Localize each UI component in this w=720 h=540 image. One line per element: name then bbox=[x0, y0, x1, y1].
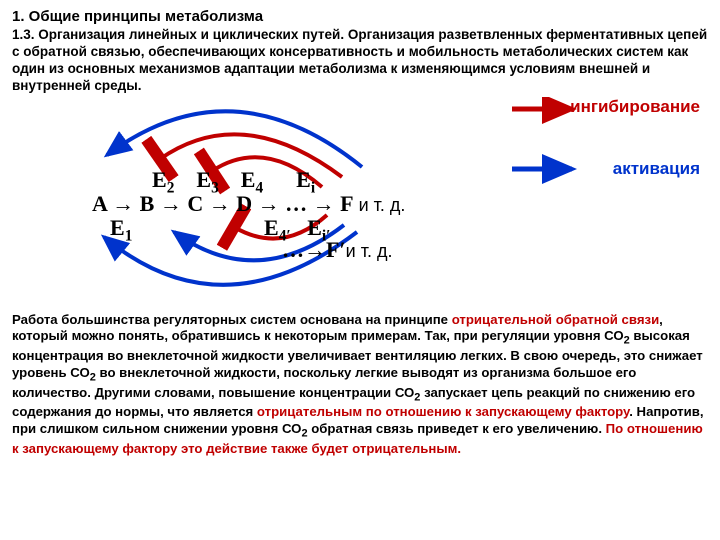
page-subtitle: 1.3. Организация линейных и циклических … bbox=[12, 27, 708, 95]
enzyme-e1: E1 bbox=[110, 215, 132, 245]
page-title: 1. Общие принципы метаболизма bbox=[12, 8, 708, 25]
body-paragraph: Работа большинства регуляторных систем о… bbox=[12, 312, 708, 458]
diagram: ингибирование активация bbox=[12, 97, 708, 312]
reaction-chain-2: …→F′и т. д. bbox=[282, 237, 392, 263]
reaction-chain: A → B → C → D → … → F и т. д. bbox=[92, 191, 405, 217]
